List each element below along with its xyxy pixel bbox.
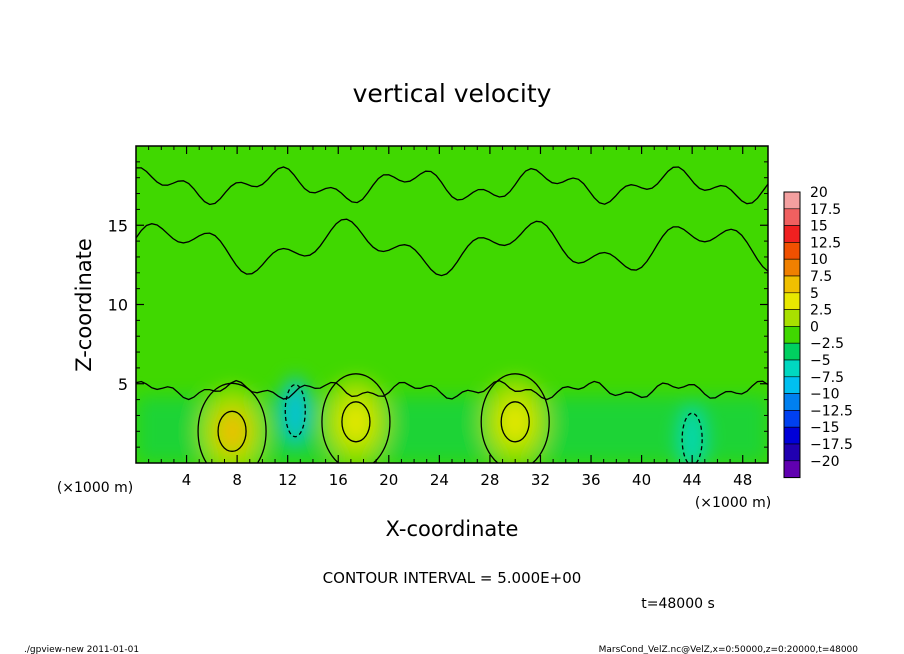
updraft-contour [197,382,267,463]
colorbar-label: 17.5 [810,202,841,218]
y-tick-label: 10 [108,296,128,315]
updraft-core-shade [339,399,372,444]
colorbar-label: 0 [810,319,819,335]
colorbar-swatch [783,443,801,462]
contour-lines [136,166,768,463]
colorbar-swatch [783,309,801,327]
colorbar-swatch [783,242,801,260]
x-tick-label: 48 [733,471,752,489]
colorbar-swatch [783,208,801,226]
colorbar-label: 7.5 [810,269,832,285]
y-tick-label: 15 [108,216,128,235]
contour-zero-top [136,166,768,206]
colorbar-swatch [783,191,801,210]
x-tick-label: 24 [430,471,449,489]
colorbar-label: −15 [810,420,840,436]
x-tick-label: 8 [232,471,242,489]
x-tick-label: 4 [182,471,192,489]
downdraft-contour [681,412,703,463]
updraft-contour [321,373,391,463]
contour-zero-lower [136,379,768,401]
colorbar-swatch [783,258,801,277]
colorbar-label: −20 [810,454,840,470]
colorbar-swatch [783,426,801,445]
contour-zero-upper [136,218,768,277]
colorbar-label: 2.5 [810,303,832,319]
colorbar: 2017.51512.5107.552.50−2.5−5−7.5−10−12.5… [783,185,853,479]
footer-right-text: MarsCond_VelZ.nc@VelZ,x=0:50000,z=0:2000… [599,645,859,654]
colorbar-frame [783,191,801,479]
updraft-core-contour [500,401,530,443]
colorbar-swatch [783,275,801,294]
colorbar-label: 10 [810,252,828,268]
colorbar-label: −2.5 [810,336,844,352]
colorbar-label: −10 [810,387,840,403]
updraft-core-shade [499,399,532,444]
colorbar-label: 20 [810,185,828,201]
colorbar-label: −5 [810,353,831,369]
colorbar-swatch [783,359,801,378]
colorbar-label: −7.5 [810,370,844,386]
x-tick-label: 32 [531,471,550,489]
colorbar-swatch [783,376,801,394]
x-tick-label: 40 [632,471,651,489]
time-label: t=48000 s [641,596,715,612]
updraft-core-shade [216,409,249,454]
colorbar-swatch [783,292,801,310]
x-tick-label: 20 [379,471,398,489]
colorbar-label: −17.5 [810,437,853,453]
y-axis: 5 10 15 [108,161,768,448]
x-tick-label: 28 [480,471,499,489]
x-axis: 4 8 12 16 20 24 28 32 36 40 44 48 [148,146,756,489]
colorbar-label: −12.5 [810,403,853,419]
x-tick-label: 44 [683,471,702,489]
x-unit-label-left: (×1000 m) [57,480,133,496]
colorbar-swatch [783,393,801,411]
y-tick-label: 5 [118,375,128,394]
colorbar-swatch [783,410,801,428]
updraft-core-contour [217,410,247,452]
colorbar-swatch [783,326,801,344]
x-tick-label: 12 [278,471,297,489]
velocity-shading [136,376,768,463]
colorbar-label: 12.5 [810,235,841,251]
footer-left-text: ./gpview-new 2011-01-01 [24,645,139,654]
colorbar-label: 15 [810,219,828,235]
contour-interval-text: CONTOUR INTERVAL = 5.000E+00 [323,569,582,587]
x-unit-label-right: (×1000 m) [695,495,771,511]
colorbar-swatch [783,342,801,361]
chart-title: vertical velocity [353,79,552,108]
y-axis-label: Z-coordinate [72,238,96,372]
x-axis-label: X-coordinate [386,517,519,541]
x-tick-label: 16 [329,471,348,489]
downdraft-contour [284,384,306,438]
colorbar-label: 5 [810,286,819,302]
colorbar-swatch [783,460,801,478]
updraft-contour [480,373,550,463]
colorbar-swatch [783,225,801,243]
updraft-core-contour [341,401,371,443]
x-tick-label: 36 [581,471,600,489]
